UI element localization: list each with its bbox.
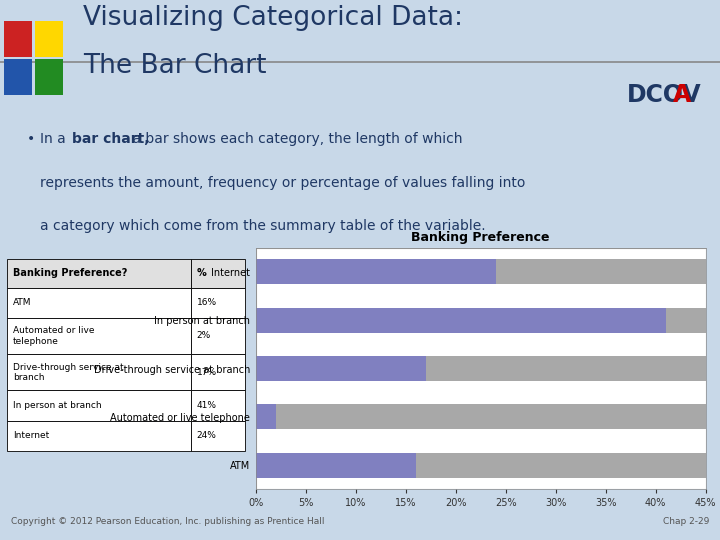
Text: 41%: 41%	[197, 401, 217, 410]
Text: •: •	[27, 132, 35, 146]
Text: a bar shows each category, the length of which: a bar shows each category, the length of…	[128, 132, 463, 146]
Text: Drive-through service at
branch: Drive-through service at branch	[13, 362, 124, 382]
FancyBboxPatch shape	[7, 287, 191, 318]
FancyBboxPatch shape	[191, 318, 245, 354]
Text: 17%: 17%	[197, 368, 217, 377]
FancyBboxPatch shape	[7, 390, 191, 421]
Bar	[256, 308, 706, 333]
Text: represents the amount, frequency or percentage of values falling into: represents the amount, frequency or perc…	[40, 176, 525, 190]
Text: Visualizing Categorical Data:: Visualizing Categorical Data:	[83, 5, 463, 31]
Bar	[256, 356, 426, 381]
Text: a category which come from the summary table of the variable.: a category which come from the summary t…	[40, 219, 485, 233]
FancyBboxPatch shape	[191, 354, 245, 390]
Bar	[35, 22, 63, 57]
Text: Copyright © 2012 Pearson Education, Inc. publishing as Prentice Hall: Copyright © 2012 Pearson Education, Inc.…	[11, 517, 324, 525]
Bar	[256, 453, 706, 478]
Text: The Bar Chart: The Bar Chart	[83, 53, 266, 79]
Text: DCOV: DCOV	[626, 83, 701, 107]
Text: 16%: 16%	[197, 298, 217, 307]
Text: Internet: Internet	[13, 431, 49, 440]
FancyBboxPatch shape	[191, 421, 245, 451]
Bar	[256, 356, 706, 381]
Text: 24%: 24%	[197, 431, 217, 440]
Text: Chap 2-29: Chap 2-29	[663, 517, 709, 525]
Bar	[4, 59, 32, 95]
Text: bar chart,: bar chart,	[72, 132, 150, 146]
Text: In a: In a	[40, 132, 70, 146]
FancyBboxPatch shape	[191, 287, 245, 318]
Bar	[256, 308, 665, 333]
FancyBboxPatch shape	[256, 248, 706, 489]
Title: Banking Preference: Banking Preference	[411, 232, 550, 245]
FancyBboxPatch shape	[191, 390, 245, 421]
Text: %: %	[197, 268, 207, 278]
Bar	[256, 404, 276, 429]
Bar	[35, 59, 63, 95]
Text: Automated or live
telephone: Automated or live telephone	[13, 326, 94, 346]
Bar	[256, 453, 415, 478]
Bar	[256, 404, 706, 429]
FancyBboxPatch shape	[7, 259, 191, 287]
Text: A: A	[672, 83, 690, 107]
FancyBboxPatch shape	[191, 259, 245, 287]
Bar	[256, 259, 706, 285]
Text: Banking Preference?: Banking Preference?	[13, 268, 127, 278]
FancyBboxPatch shape	[7, 354, 191, 390]
Text: In person at branch: In person at branch	[13, 401, 102, 410]
Bar	[4, 22, 32, 57]
Text: 2%: 2%	[197, 332, 211, 340]
FancyBboxPatch shape	[7, 421, 191, 451]
Text: ATM: ATM	[13, 298, 32, 307]
FancyBboxPatch shape	[7, 318, 191, 354]
Bar	[256, 259, 495, 285]
